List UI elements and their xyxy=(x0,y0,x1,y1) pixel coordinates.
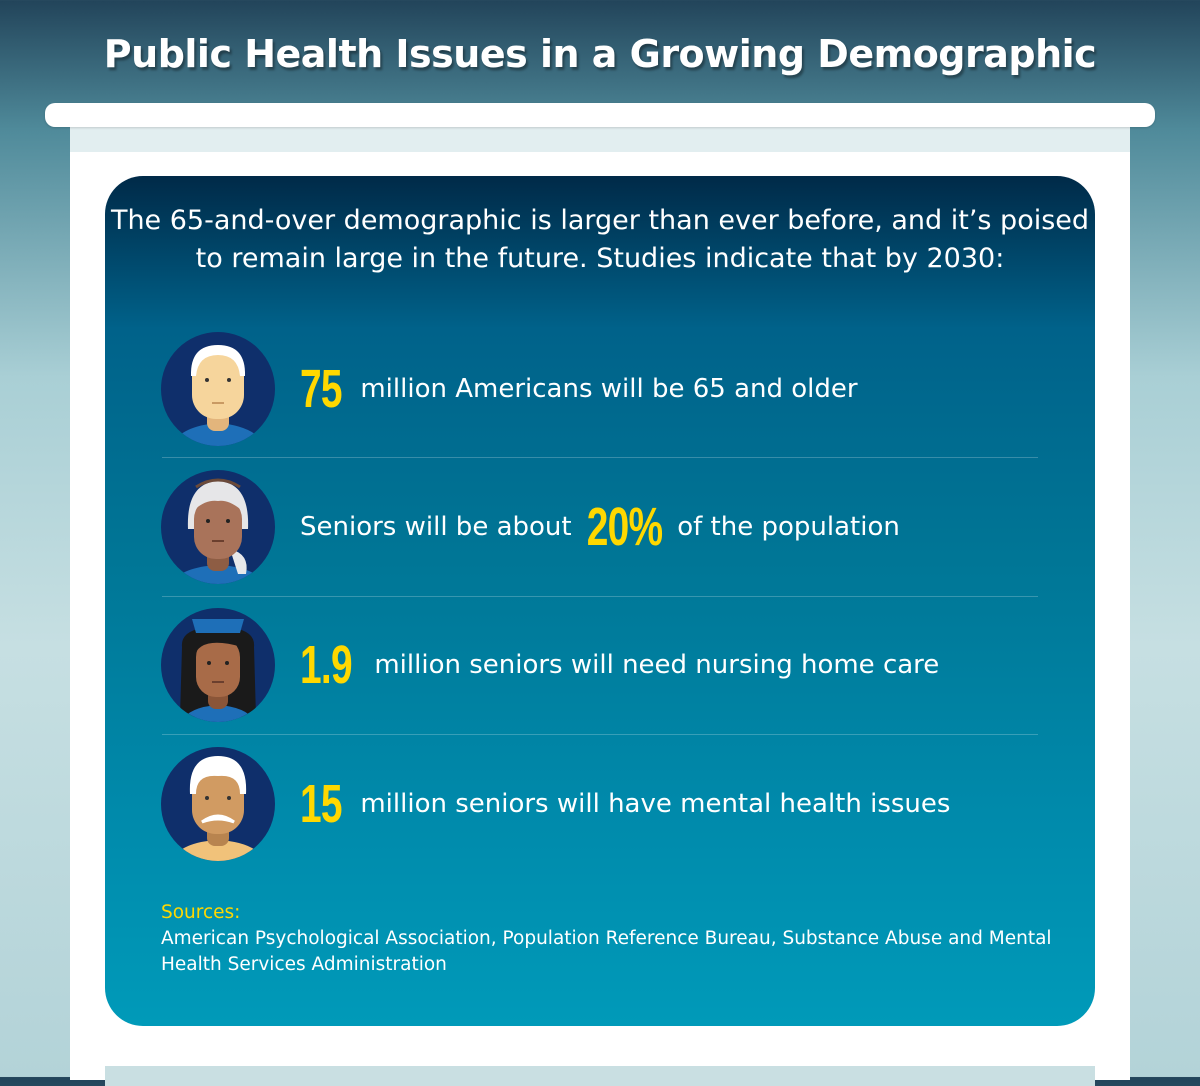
stat-text: Seniors will be about 20% of the populat… xyxy=(300,469,900,585)
stat-text: 15 million seniors will have mental heal… xyxy=(300,746,950,862)
stat-text: 75 million Americans will be 65 and olde… xyxy=(300,331,858,447)
board-top-bar xyxy=(45,103,1155,127)
stat-number: 15 xyxy=(300,774,343,834)
stat-row: 1.9 million seniors will need nursing ho… xyxy=(160,607,1040,723)
stat-row: 15 million seniors will have mental heal… xyxy=(160,746,1040,862)
board-strip xyxy=(70,127,1130,152)
stat-row: Seniors will be about 20% of the populat… xyxy=(160,469,1040,585)
next-section-edge xyxy=(105,1066,1095,1086)
stat-number: 20% xyxy=(586,497,663,557)
stat-number: 1.9 xyxy=(300,635,353,695)
divider xyxy=(162,457,1038,458)
stat-suffix: million seniors will need nursing home c… xyxy=(366,650,940,680)
stat-suffix: million seniors will have mental health … xyxy=(352,789,951,819)
divider xyxy=(162,734,1038,735)
page-title: Public Health Issues in a Growing Demogr… xyxy=(103,32,1097,76)
intro-text: The 65-and-over demographic is larger th… xyxy=(110,205,1090,274)
stat-suffix: of the population xyxy=(668,512,900,542)
stat-number: 75 xyxy=(300,359,343,419)
sources: Sources: American Psychological Associat… xyxy=(161,900,1081,978)
older-woman-avatar-icon xyxy=(161,470,275,584)
mustache-man-avatar-icon xyxy=(161,747,275,861)
sources-text: American Psychological Association, Popu… xyxy=(161,928,1052,975)
older-man-avatar-icon xyxy=(161,332,275,446)
stat-text: 1.9 million seniors will need nursing ho… xyxy=(300,607,939,723)
nurse-avatar-icon xyxy=(161,608,275,722)
stats-panel xyxy=(105,176,1095,1026)
sources-label: Sources: xyxy=(161,902,241,923)
stat-suffix: million Americans will be 65 and older xyxy=(352,374,858,404)
divider xyxy=(162,596,1038,597)
stat-row: 75 million Americans will be 65 and olde… xyxy=(160,331,1040,447)
stat-prefix: Seniors will be about xyxy=(300,512,580,542)
